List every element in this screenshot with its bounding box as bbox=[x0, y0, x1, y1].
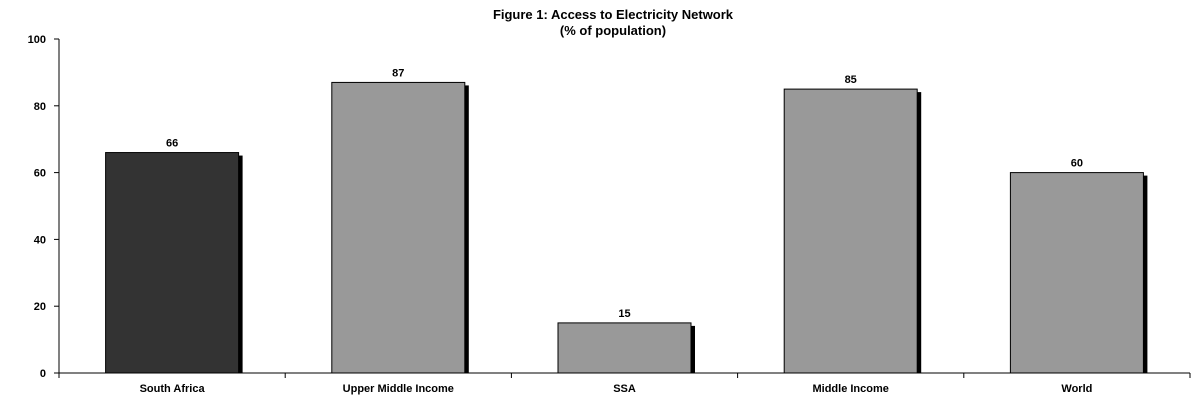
chart-title: Figure 1: Access to Electricity Network bbox=[493, 7, 734, 22]
x-tick-label: Middle Income bbox=[812, 383, 888, 395]
bar bbox=[557, 322, 692, 374]
y-axis: 0 20 40 60 80 100 bbox=[28, 34, 60, 380]
data-label: 60 bbox=[1071, 158, 1083, 170]
y-tick-label: 40 bbox=[34, 234, 46, 246]
bar bbox=[105, 152, 240, 374]
bars: 66 87 15 85 60 bbox=[105, 67, 1148, 374]
y-tick-label: 100 bbox=[28, 34, 46, 46]
bar bbox=[1009, 172, 1144, 374]
x-tick-label: World bbox=[1061, 383, 1092, 395]
y-tick-label: 60 bbox=[34, 168, 46, 180]
bar bbox=[331, 81, 466, 374]
bar bbox=[783, 88, 918, 374]
data-label: 66 bbox=[166, 138, 178, 150]
x-tick-label: Upper Middle Income bbox=[343, 383, 454, 395]
x-tick-label: SSA bbox=[613, 383, 636, 395]
x-tick-label: South Africa bbox=[140, 383, 206, 395]
y-tick-label: 20 bbox=[34, 301, 46, 313]
data-label: 85 bbox=[845, 74, 857, 86]
data-label: 15 bbox=[618, 308, 630, 320]
data-label: 87 bbox=[392, 67, 404, 79]
y-tick-label: 80 bbox=[34, 101, 46, 113]
x-axis: South Africa Upper Middle Income SSA Middle… bbox=[58, 372, 1191, 395]
chart-subtitle: (% of population) bbox=[560, 23, 666, 38]
y-tick-label: 0 bbox=[40, 368, 46, 380]
